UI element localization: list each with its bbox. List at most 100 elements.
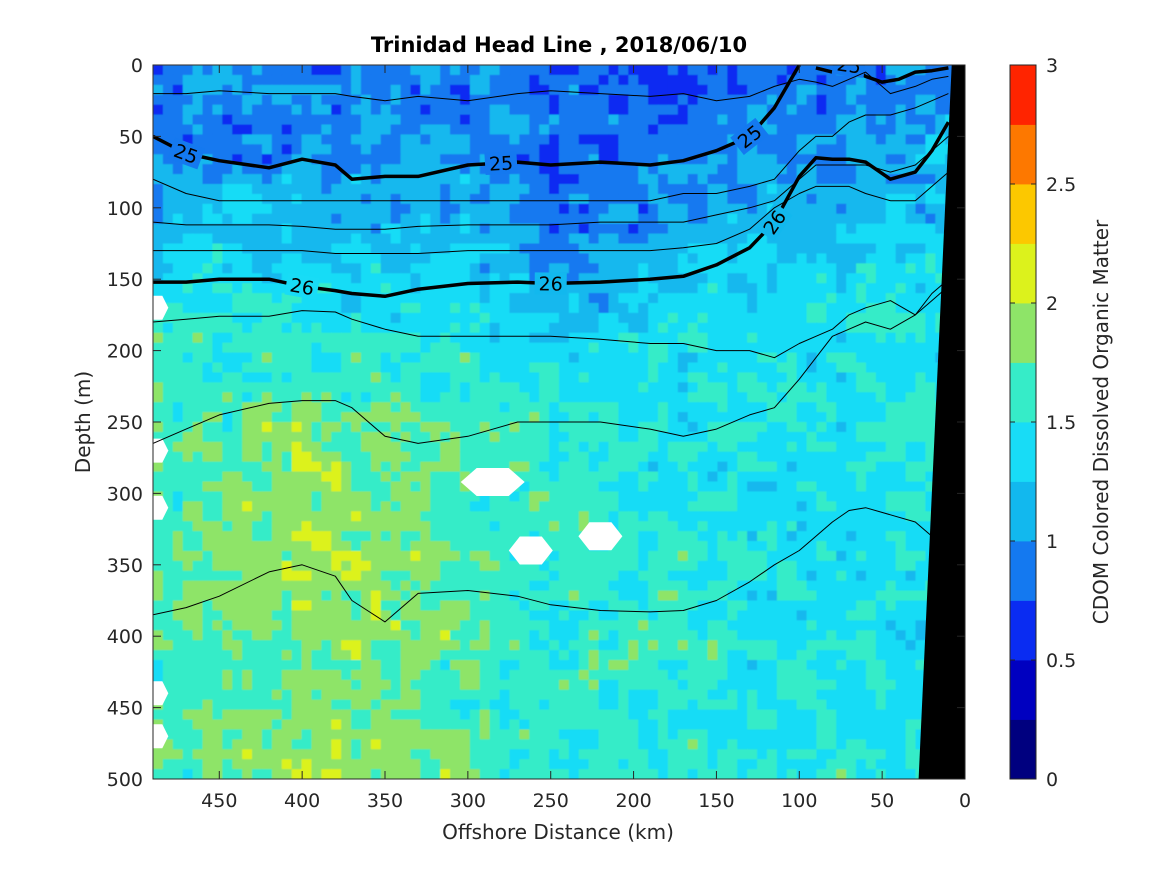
field-cell [519,332,530,344]
field-cell [420,332,431,344]
field-cell [400,640,412,651]
field-cell [341,471,352,483]
field-cell [232,134,243,145]
field-cell [707,154,719,165]
field-cell [261,332,273,344]
field-cell [786,114,798,126]
field-cell [469,610,481,621]
field-cell [311,293,322,304]
field-cell [232,114,243,126]
field-cell [331,243,342,255]
field-cell [192,402,204,413]
field-cell [252,164,263,175]
field-cell [568,84,580,96]
field-cell [252,441,263,453]
field-cell [559,570,570,582]
field-cell [440,382,451,393]
field-cell [479,352,491,364]
field-cell [905,600,917,612]
field-cell [469,630,481,641]
field-cell [796,441,808,453]
field-cell [935,74,946,86]
field-cell [252,550,263,562]
field-cell [172,213,184,225]
field-cell [153,471,164,483]
field-cell [945,65,956,76]
field-cell [291,342,303,354]
field-cell [757,511,768,522]
field-cell [410,580,421,592]
field-cell [192,431,204,443]
field-cell [776,74,788,86]
field-cell [638,620,649,631]
field-cell [598,481,610,493]
field-cell [717,481,728,493]
field-cell [766,124,778,136]
field-cell [182,362,194,374]
field-cell [687,541,699,552]
field-cell [410,491,421,502]
field-cell [321,570,332,582]
field-cell [271,660,283,671]
field-cell [766,491,778,502]
field-cell [826,362,837,374]
field-cell [380,372,392,383]
field-cell [242,590,253,602]
field-cell [212,412,223,423]
field-cell [291,451,303,463]
field-cell [212,491,223,502]
field-cell [707,451,719,463]
field-cell [202,570,214,582]
field-cell [786,491,798,502]
field-cell [410,541,421,552]
field-cell [598,94,610,106]
field-cell [311,65,322,76]
field-cell [360,412,372,423]
field-cell [568,322,580,334]
field-cell [162,233,174,245]
field-cell [469,511,481,522]
field-cell [400,144,412,155]
field-cell [311,352,322,364]
field-cell [539,94,550,106]
field-cell [261,352,273,364]
field-cell [568,402,580,413]
field-cell [796,461,808,473]
field-cell [479,203,491,215]
field-cell [351,521,362,532]
field-cell [816,620,827,631]
field-cell [192,392,204,403]
field-cell [905,610,917,621]
field-cell [192,164,204,175]
field-cell [450,620,461,631]
field-cell [271,104,283,116]
field-cell [776,84,788,96]
field-cell [202,441,214,453]
field-cell [331,233,342,245]
field-cell [895,471,907,483]
field-cell [489,610,501,621]
field-cell [786,303,798,314]
field-cell [489,590,501,602]
field-cell [826,213,837,225]
field-cell [865,531,877,542]
field-cell [796,570,808,582]
field-cell [578,471,590,483]
field-cell [499,630,511,641]
field-cell [687,144,699,155]
field-cell [202,491,214,502]
field-cell [261,461,273,473]
field-cell [489,402,501,413]
field-cell [261,144,273,155]
field-cell [351,154,362,165]
field-cell [519,263,530,274]
field-cell [539,322,550,334]
field-cell [658,84,669,96]
field-cell [618,451,629,463]
field-cell [628,332,639,344]
field-cell [826,511,837,522]
field-cell [459,600,471,612]
field-cell [865,640,877,651]
field-cell [400,263,412,274]
field-cell [252,94,263,106]
